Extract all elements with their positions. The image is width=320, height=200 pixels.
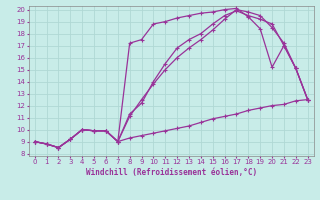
X-axis label: Windchill (Refroidissement éolien,°C): Windchill (Refroidissement éolien,°C) (86, 168, 257, 177)
